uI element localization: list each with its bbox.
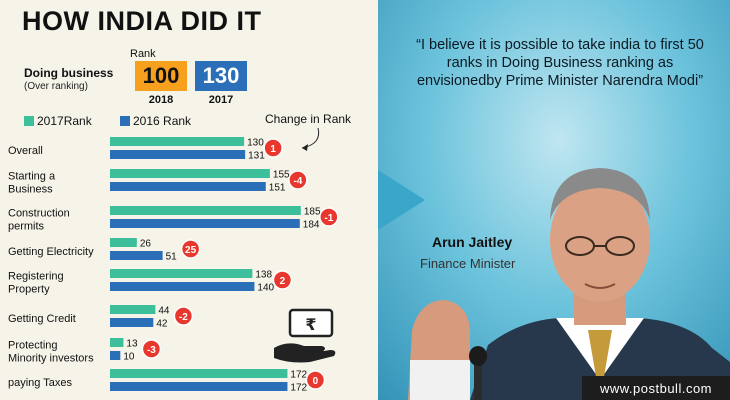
- data-label: 44: [158, 306, 170, 317]
- bar-2017: [110, 269, 253, 278]
- hand-money-icon: ₹: [274, 308, 336, 363]
- category-label: Overall: [8, 145, 43, 157]
- rank-2017-value: 130: [195, 61, 247, 91]
- person-name: Arun Jaitley: [432, 234, 513, 250]
- category-label: Minority investors: [8, 353, 94, 365]
- change-value: 1: [270, 144, 276, 155]
- person-icon: [408, 168, 730, 400]
- rank-2018-value: 100: [135, 61, 187, 91]
- change-badge: [173, 306, 194, 326]
- change-badge: [319, 207, 339, 227]
- bar-2016: [110, 351, 121, 360]
- infographic-panel: HOW INDIA DID IT Doing business (Over ra…: [0, 0, 378, 400]
- bar-2016: [110, 251, 163, 260]
- category-label: Getting Electricity: [8, 246, 94, 258]
- change-value: 25: [185, 245, 197, 256]
- data-label: 185: [304, 207, 321, 218]
- change-value: -3: [147, 345, 156, 356]
- bar-2016: [110, 282, 255, 291]
- watermark: www.postbull.com: [582, 376, 730, 400]
- legend-swatch-2016: [120, 116, 130, 126]
- data-label: 51: [166, 252, 178, 263]
- change-value: -4: [293, 176, 302, 187]
- change-value: 2: [280, 276, 286, 287]
- quote-text: “I believe it is possible to take india …: [416, 37, 704, 89]
- rupee-symbol: ₹: [305, 315, 316, 334]
- change-value: -1: [324, 213, 333, 224]
- rank-2018-year: 2018: [148, 94, 174, 106]
- bar-2017: [110, 238, 137, 247]
- change-badge: [141, 339, 162, 359]
- data-label: 140: [257, 283, 274, 294]
- change-badge: [305, 370, 326, 390]
- category-label: paying Taxes: [8, 377, 73, 389]
- legend-label-2016: 2016 Rank: [133, 114, 192, 128]
- change-value: -2: [179, 312, 188, 323]
- doing-business-label: Doing business: [24, 66, 114, 80]
- rank-label: Rank: [130, 48, 156, 60]
- person-role: Finance Minister: [420, 256, 516, 271]
- legend-swatch-2017: [24, 116, 34, 126]
- bar-2017: [110, 305, 156, 314]
- data-label: 151: [269, 183, 286, 194]
- data-label: 138: [255, 270, 272, 281]
- data-label: 131: [248, 151, 265, 162]
- microphone-icon: [469, 346, 487, 400]
- change-badge: [272, 270, 293, 290]
- category-label: Protecting: [8, 340, 58, 352]
- category-label: Starting a: [8, 171, 56, 183]
- legend-item-2016: 2016 Rank: [120, 114, 191, 128]
- change-badge: [180, 239, 201, 259]
- bar-2016: [110, 382, 288, 391]
- data-label: 42: [156, 319, 168, 330]
- change-in-rank-label: Change in Rank: [265, 112, 352, 126]
- data-label: 172: [290, 370, 307, 381]
- category-label: permits: [8, 221, 45, 233]
- bar-2016: [110, 182, 266, 191]
- data-label: 10: [123, 352, 135, 363]
- bar-2017: [110, 169, 270, 178]
- category-label: Registering: [8, 271, 64, 283]
- legend-item-2017: 2017Rank: [24, 114, 92, 128]
- arrow-head-icon: [302, 144, 308, 151]
- rank-2017-year: 2017: [208, 94, 234, 106]
- category-label: Getting Credit: [8, 313, 76, 325]
- bar-2016: [110, 219, 300, 228]
- change-value: 0: [313, 376, 319, 387]
- bar-2016: [110, 150, 246, 159]
- change-badge: [263, 138, 283, 158]
- data-label: 184: [303, 220, 320, 231]
- data-label: 155: [273, 170, 290, 181]
- bar-2017: [110, 369, 288, 378]
- bar-2017: [110, 338, 124, 347]
- bar-2017: [110, 206, 301, 215]
- data-label: 172: [290, 383, 307, 394]
- data-label: 26: [140, 239, 152, 250]
- category-label: Property: [8, 284, 50, 296]
- page-title: HOW INDIA DID IT: [22, 6, 262, 36]
- doing-business-sublabel: (Over ranking): [24, 81, 88, 92]
- data-label: 13: [126, 339, 138, 350]
- bar-2016: [110, 318, 154, 327]
- bar-2017: [110, 137, 245, 146]
- category-label: Construction: [8, 208, 70, 220]
- category-label: Business: [8, 184, 53, 196]
- change-badge: [288, 170, 308, 190]
- data-label: 130: [247, 138, 264, 149]
- legend-label-2017: 2017Rank: [37, 114, 92, 128]
